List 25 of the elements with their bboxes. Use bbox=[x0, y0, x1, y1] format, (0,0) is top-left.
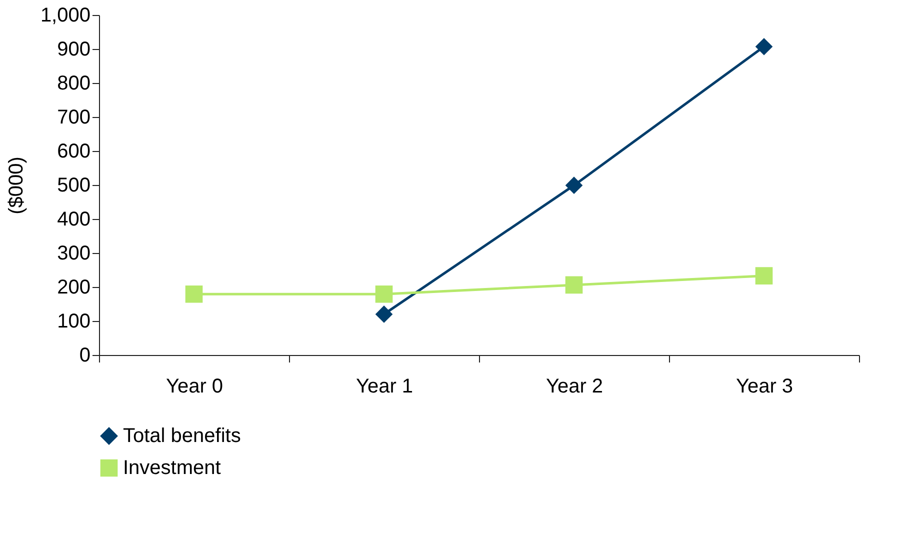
point bbox=[185, 285, 203, 303]
y-tick-label: 500 bbox=[57, 174, 90, 196]
y-tick-label: 800 bbox=[57, 72, 90, 94]
y-tick-label: 1,000 bbox=[40, 4, 90, 26]
point bbox=[375, 306, 393, 323]
legend-label: Investment bbox=[123, 457, 222, 479]
x-tick-label: Year 0 bbox=[166, 376, 224, 398]
y-tick-label: 100 bbox=[57, 310, 90, 332]
point bbox=[755, 38, 773, 56]
point bbox=[375, 285, 393, 303]
legend-label: Total benefits bbox=[123, 425, 241, 447]
x-tick-label: Year 3 bbox=[736, 376, 794, 398]
y-tick-label: 0 bbox=[79, 344, 90, 366]
y-tick-label: 400 bbox=[57, 208, 90, 230]
point bbox=[565, 176, 583, 194]
y-tick-label: 700 bbox=[57, 106, 90, 128]
x-tick-label: Year 1 bbox=[356, 376, 414, 398]
point bbox=[755, 267, 773, 284]
y-tick-label: 900 bbox=[57, 38, 90, 60]
y-tick-label: 300 bbox=[57, 242, 90, 264]
point bbox=[565, 276, 583, 294]
y-tick-label: 200 bbox=[57, 276, 90, 298]
y-tick-label: 600 bbox=[57, 140, 90, 162]
y-axis-title: ($000) bbox=[5, 156, 28, 214]
x-tick-label: Year 2 bbox=[546, 376, 604, 398]
